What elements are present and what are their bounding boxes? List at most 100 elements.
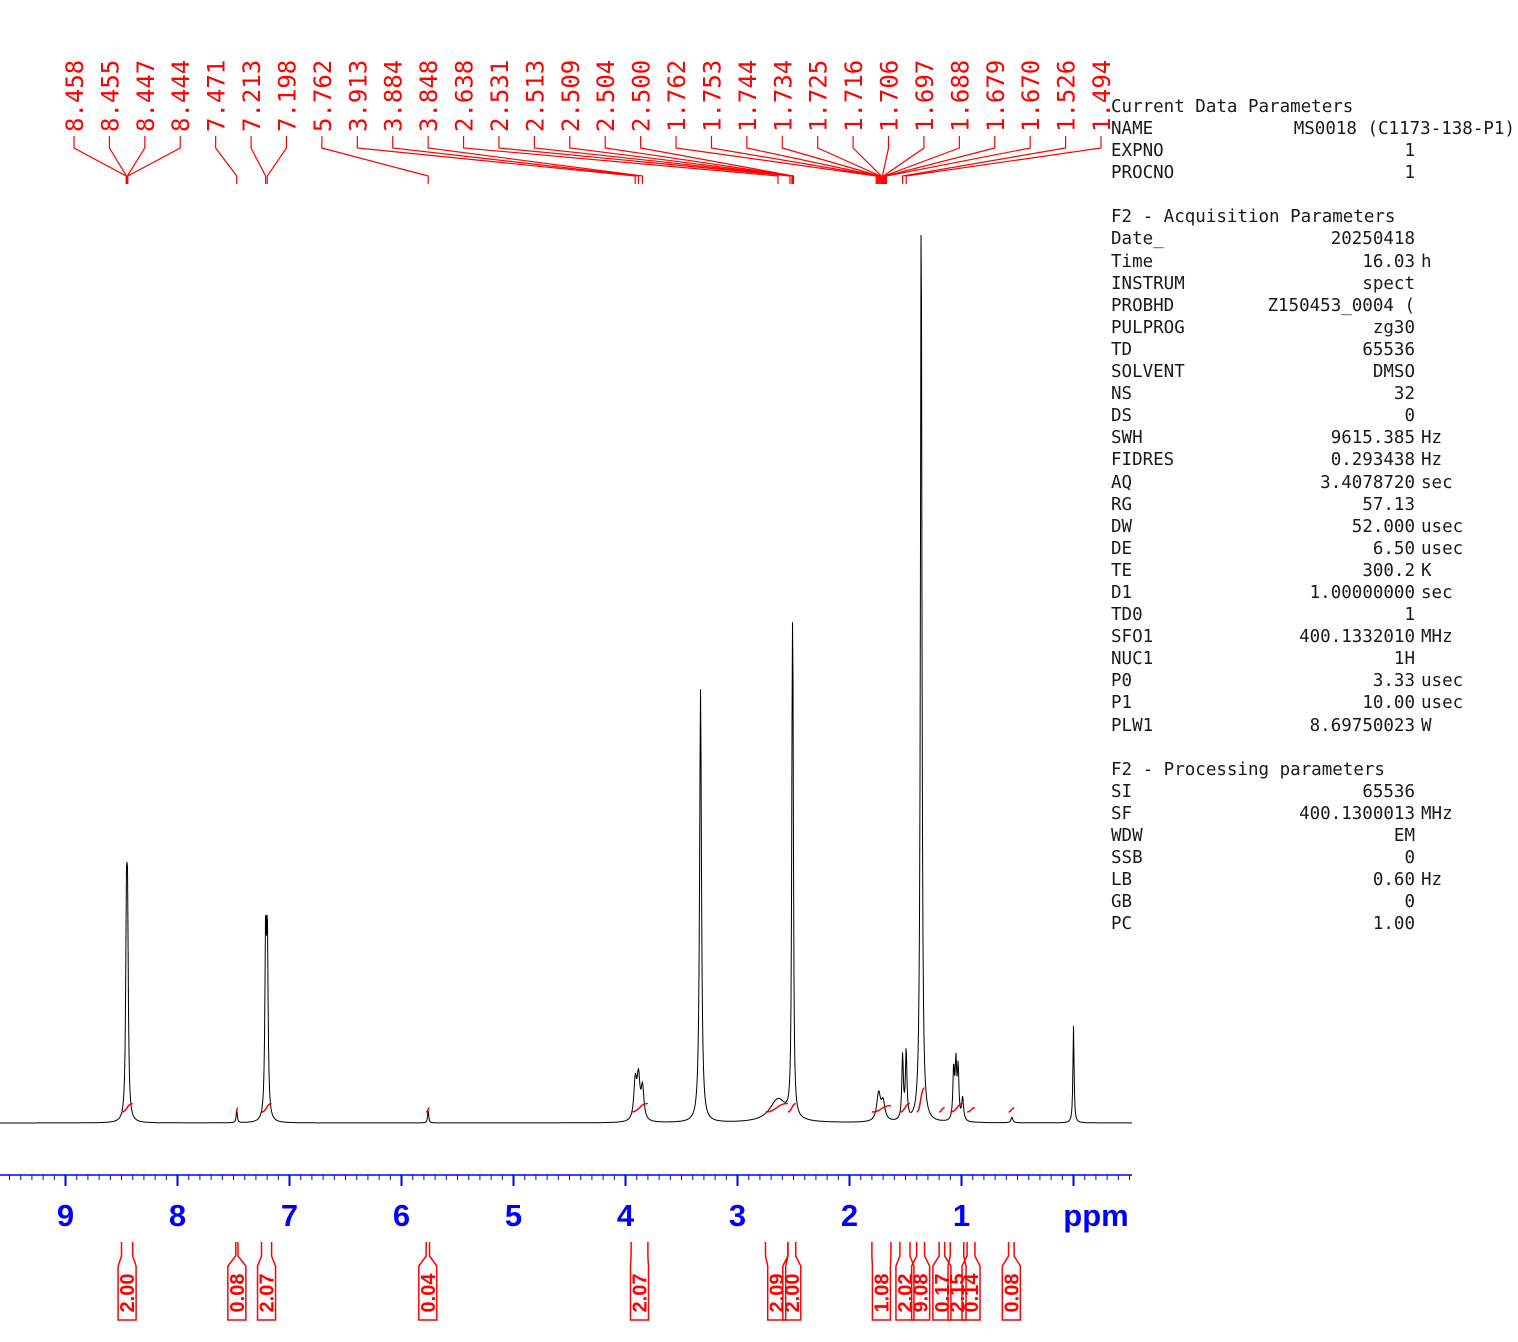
param-key: SFO1	[1111, 627, 1154, 648]
param-unit: h	[1421, 251, 1432, 272]
param-value: DMSO	[1372, 362, 1415, 383]
integral-curve	[915, 1087, 926, 1113]
integral-curve	[787, 1102, 796, 1113]
param-unit: Hz	[1421, 428, 1443, 449]
param-unit: usec	[1421, 693, 1464, 714]
integral-value: 0.14	[961, 1273, 983, 1313]
param-value: spect	[1362, 273, 1415, 294]
param-key: TE	[1111, 560, 1133, 581]
param-value: 20250418	[1330, 229, 1415, 250]
peak-leader-lines	[73, 136, 1102, 184]
x-tick-label: 6	[393, 1198, 410, 1233]
param-unit: sec	[1421, 582, 1453, 603]
peak-label: 2.638	[451, 60, 479, 132]
peak-leader-line	[781, 136, 880, 184]
param-value: 400.1300013	[1299, 803, 1415, 824]
param-key: Time	[1111, 251, 1154, 272]
param-key: NUC1	[1111, 649, 1154, 670]
param-value: 0	[1404, 848, 1415, 868]
peak-label: 2.513	[521, 60, 549, 132]
param-key: SI	[1111, 781, 1133, 802]
param-key: AQ	[1111, 472, 1133, 493]
param-key: PULPROG	[1111, 317, 1185, 338]
peak-label: 1.753	[698, 60, 726, 132]
peak-leader-line	[73, 136, 127, 184]
integral-curves	[121, 1087, 1015, 1113]
param-row: Date_ 20250418	[1111, 228, 1511, 250]
spectrum-trace	[0, 234, 1132, 1124]
param-key: SF	[1111, 803, 1133, 824]
param-key: PROCNO	[1111, 163, 1175, 184]
integral-bracket	[256, 1242, 277, 1321]
param-group-heading: F2 - Processing parameters	[1111, 759, 1511, 781]
param-row: SFO1 400.1332010 MHz	[1111, 626, 1511, 648]
integral-value: 0.04	[418, 1273, 440, 1313]
param-value: 0.293438	[1330, 450, 1415, 471]
integral-curve	[121, 1102, 133, 1113]
peak-label: 2.509	[557, 60, 585, 132]
integral-value: 2.07	[257, 1274, 279, 1313]
param-value: 65536	[1362, 339, 1415, 360]
peak-leader-line	[675, 136, 877, 184]
param-key: SSB	[1111, 848, 1143, 868]
peak-label: 2.504	[592, 60, 620, 132]
peak-leader-line	[885, 136, 1031, 184]
param-row: SI 65536	[1111, 781, 1511, 803]
param-row: TD 65536	[1111, 339, 1511, 361]
param-key: RG	[1111, 494, 1133, 515]
param-unit: Hz	[1421, 870, 1443, 891]
peak-label: 7.198	[273, 60, 301, 132]
param-row: SOLVENT DMSO	[1111, 361, 1511, 383]
integral-value: 2.15	[947, 1274, 969, 1313]
param-value: 3.4078720	[1320, 472, 1415, 493]
param-group-gap	[1111, 184, 1511, 206]
param-key: PLW1	[1111, 715, 1154, 736]
integral-curve	[631, 1102, 648, 1113]
param-key: GB	[1111, 892, 1133, 913]
peak-leader-line	[905, 136, 1102, 184]
param-key: TD	[1111, 339, 1133, 360]
peak-label-group: 8.458 8.455 8.447 8.444 7.471 7.213 7.198 5.762…	[61, 60, 1116, 132]
peak-leader-line	[250, 136, 267, 184]
param-key: SOLVENT	[1111, 362, 1185, 383]
integral-curve	[235, 1107, 239, 1113]
param-group-gap	[1111, 737, 1511, 759]
integral-curve	[765, 1102, 788, 1113]
param-row: DS 0	[1111, 405, 1511, 427]
integral-curve	[899, 1102, 911, 1113]
integral-bracket	[932, 1242, 952, 1321]
param-value: 3.33	[1372, 671, 1415, 692]
peak-label: 3.884	[380, 60, 408, 132]
peak-label: 1.494	[1088, 60, 1116, 132]
param-value: 1	[1404, 163, 1415, 184]
param-row: PC 1.00	[1111, 913, 1511, 935]
param-key: TD0	[1111, 605, 1143, 626]
peak-label: 7.213	[238, 60, 266, 132]
param-row: PROCNO 1	[1111, 162, 1511, 184]
param-key: INSTRUM	[1111, 273, 1185, 294]
peak-leader-line	[215, 136, 238, 184]
param-row: NS 32	[1111, 383, 1511, 405]
peak-leader-line	[126, 136, 146, 184]
param-row: PLW1 8.69750023 W	[1111, 715, 1511, 737]
param-key: NS	[1111, 384, 1133, 405]
param-value: zg30	[1372, 317, 1415, 338]
peak-label: 1.762	[663, 60, 691, 132]
peak-leader-line	[852, 136, 882, 184]
param-key: PC	[1111, 914, 1133, 935]
param-key: PROBHD	[1111, 295, 1175, 316]
peak-leader-line	[883, 136, 960, 184]
param-value: 1	[1404, 141, 1415, 162]
param-row: P1 10.00 usec	[1111, 692, 1511, 714]
integral-curve	[425, 1107, 430, 1113]
integral-value: 2.00	[117, 1274, 139, 1313]
integral-bracket	[1001, 1242, 1022, 1321]
param-unit: Hz	[1421, 450, 1443, 471]
integral-label-group: 2.00 0.08 2.07 0.04 2.07 2.092.00 1.08 2.029.08…	[117, 1242, 1023, 1321]
param-row: TE 300.2 K	[1111, 560, 1511, 582]
x-tick-label: 1	[953, 1198, 970, 1233]
integral-bracket	[871, 1242, 892, 1321]
param-group-heading: F2 - Acquisition Parameters	[1111, 206, 1511, 228]
peak-leader-line	[881, 136, 890, 184]
param-key: SWH	[1111, 428, 1143, 449]
